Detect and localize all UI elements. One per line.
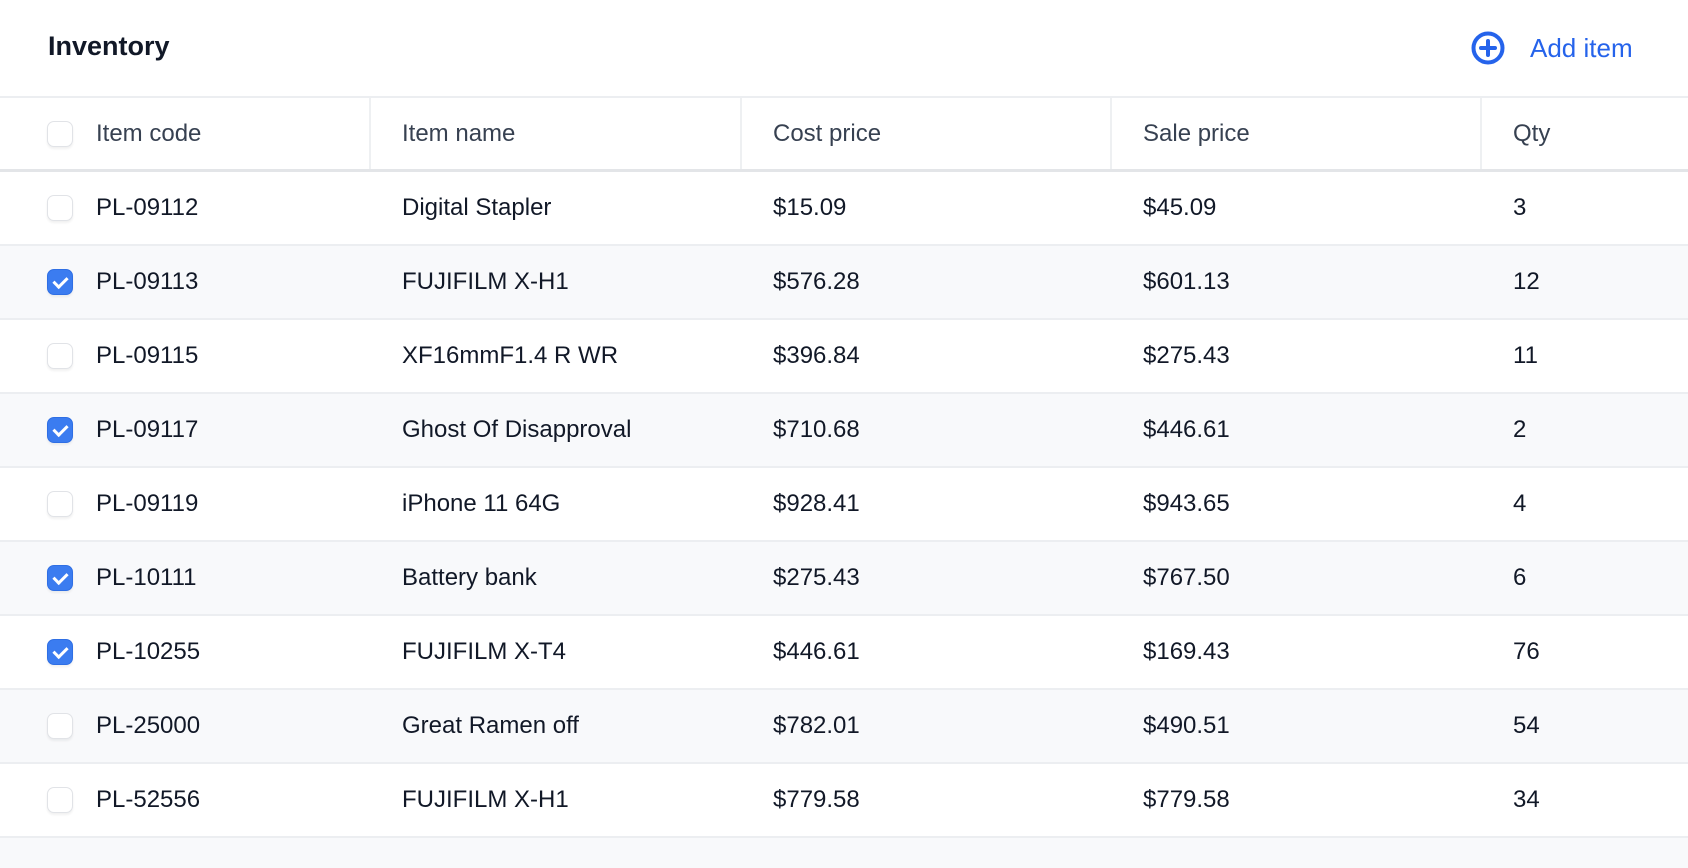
qty: 11 (1513, 342, 1538, 369)
sale-price: $169.43 (1143, 638, 1230, 665)
row-checkbox[interactable] (47, 639, 73, 665)
item-name: Ghost Of Disapproval (402, 416, 632, 443)
qty: 12 (1513, 268, 1540, 295)
qty: 3 (1513, 194, 1527, 221)
item-name: Great Ramen off (402, 712, 579, 739)
cost-price: $576.28 (773, 268, 860, 295)
row-checkbox[interactable] (47, 417, 73, 443)
table-row[interactable]: PL-25000 Great Ramen off $782.01 $490.51 54 (0, 690, 1688, 764)
row-checkbox[interactable] (47, 491, 73, 517)
cost-price: $710.68 (773, 416, 860, 443)
item-name: XF16mmF1.4 R WR (402, 342, 619, 369)
item-code: PL-09117 (96, 416, 199, 443)
cost-price: $782.01 (773, 712, 860, 739)
row-checkbox[interactable] (47, 713, 73, 739)
cost-price: $396.84 (773, 342, 860, 369)
item-name: iPhone 11 64G (402, 490, 561, 517)
row-checkbox[interactable] (47, 269, 73, 295)
row-checkbox[interactable] (47, 343, 73, 369)
qty: 2 (1513, 416, 1527, 443)
cost-price: $928.41 (773, 490, 860, 517)
sale-price: $45.09 (1143, 194, 1217, 221)
column-divider (1110, 98, 1112, 169)
item-name: FUJIFILM X-T4 (402, 638, 567, 665)
sale-price: $601.13 (1143, 268, 1230, 295)
column-divider (740, 98, 742, 169)
cost-price: $779.58 (773, 786, 860, 813)
item-code: PL-09119 (96, 490, 199, 517)
qty: 34 (1513, 786, 1540, 813)
column-header-item-code[interactable]: Item code (96, 119, 202, 147)
item-code: PL-52556 (96, 786, 201, 813)
row-checkbox[interactable] (47, 195, 73, 221)
select-all-checkbox[interactable] (47, 120, 73, 147)
item-code: PL-09112 (96, 194, 199, 221)
row-checkbox[interactable] (47, 565, 73, 591)
qty: 54 (1513, 712, 1540, 739)
column-header-qty[interactable]: Qty (1513, 119, 1551, 147)
sale-price: $779.58 (1143, 786, 1230, 813)
column-header-item-name[interactable]: Item name (402, 119, 516, 147)
item-code: PL-09115 (96, 342, 199, 369)
cost-price: $275.43 (773, 564, 860, 591)
sale-price: $446.61 (1143, 416, 1230, 443)
item-code: PL-10255 (96, 638, 201, 665)
item-name: Digital Stapler (402, 194, 552, 221)
add-item-button[interactable]: Add item (1470, 30, 1633, 66)
table-row[interactable]: PL-10255 FUJIFILM X-T4 $446.61 $169.43 76 (0, 616, 1688, 690)
item-code: PL-09113 (96, 268, 199, 295)
qty: 6 (1513, 564, 1527, 591)
column-divider (369, 98, 371, 169)
column-header-cost-price[interactable]: Cost price (773, 119, 882, 147)
page-title: Inventory (48, 31, 170, 61)
sale-price: $275.43 (1143, 342, 1230, 369)
sale-price: $767.50 (1143, 564, 1230, 591)
add-item-label: Add item (1530, 32, 1633, 63)
table-row[interactable]: PL-09113 FUJIFILM X-H1 $576.28 $601.13 12 (0, 246, 1688, 320)
item-name: Battery bank (402, 564, 537, 591)
table-row[interactable]: PL-52556 FUJIFILM X-H1 $779.58 $779.58 34 (0, 764, 1688, 838)
plus-circle-icon (1471, 31, 1505, 65)
table-row (0, 838, 1688, 868)
sale-price: $943.65 (1143, 490, 1230, 517)
item-name: FUJIFILM X-H1 (402, 268, 569, 295)
table-row[interactable]: PL-09117 Ghost Of Disapproval $710.68 $446.… (0, 394, 1688, 468)
item-name: FUJIFILM X-H1 (402, 786, 569, 813)
item-code: PL-25000 (96, 712, 201, 739)
row-checkbox[interactable] (47, 787, 73, 813)
table-row[interactable]: PL-10111 Battery bank $275.43 $767.50 6 (0, 542, 1688, 616)
toolbar: Inventory Add item (0, 0, 1688, 98)
column-divider (1480, 98, 1482, 169)
qty: 4 (1513, 490, 1527, 517)
table-row[interactable]: PL-09119 iPhone 11 64G $928.41 $943.65 4 (0, 468, 1688, 542)
cost-price: $446.61 (773, 638, 860, 665)
cost-price: $15.09 (773, 194, 847, 221)
table-header: Item code Item name Cost price Sale pric… (0, 98, 1688, 172)
sale-price: $490.51 (1143, 712, 1230, 739)
item-code: PL-10111 (96, 564, 197, 591)
table-row[interactable]: PL-09112 Digital Stapler $15.09 $45.09 3 (0, 172, 1688, 246)
inventory-table: Item code Item name Cost price Sale pric… (0, 98, 1688, 868)
column-header-sale-price[interactable]: Sale price (1143, 119, 1250, 147)
table-row[interactable]: PL-09115 XF16mmF1.4 R WR $396.84 $275.43 11 (0, 320, 1688, 394)
qty: 76 (1513, 638, 1540, 665)
